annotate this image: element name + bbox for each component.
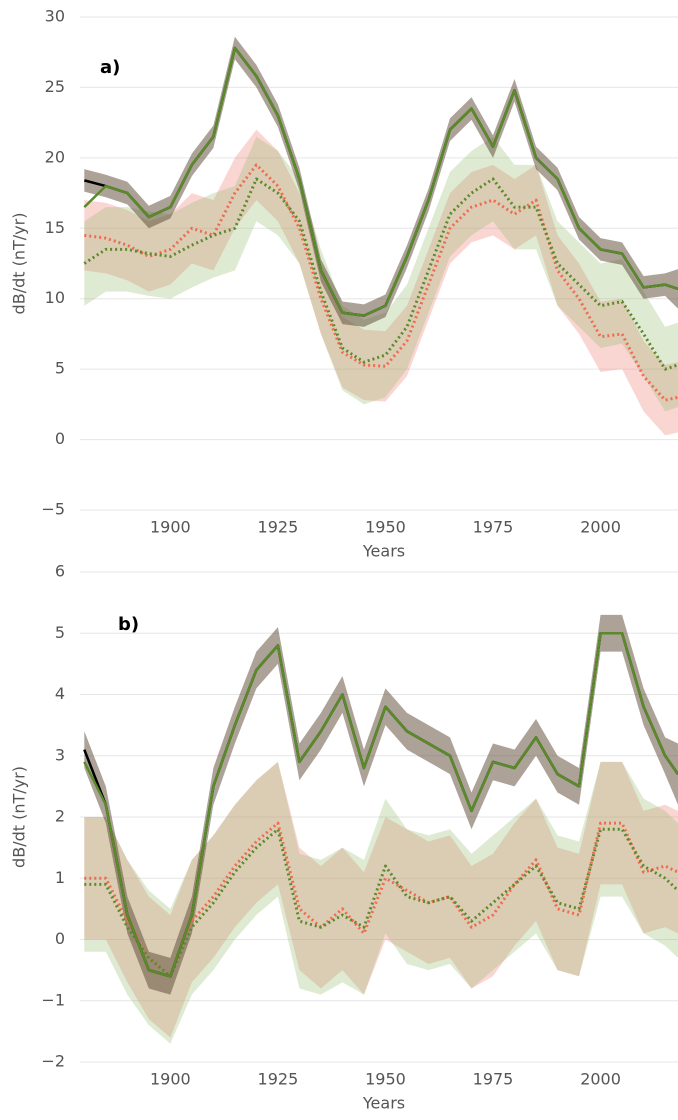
x-tick-label: 1900 <box>150 518 191 537</box>
x-tick-label: 1900 <box>150 1070 191 1089</box>
y-axis-label: dB/dt (nT/yr) <box>10 766 29 868</box>
y-tick-label: 6 <box>55 562 65 581</box>
y-tick-label: 30 <box>45 7 65 26</box>
y-tick-label: 4 <box>55 684 65 703</box>
y-tick-label: 0 <box>55 929 65 948</box>
y-tick-label: 10 <box>45 288 65 307</box>
uncertainty-band <box>84 761 678 1044</box>
y-tick-label: 20 <box>45 147 65 166</box>
y-tick-label: −1 <box>41 990 65 1009</box>
x-tick-label: 2000 <box>580 1070 621 1089</box>
x-axis-label: Years <box>362 1094 405 1113</box>
y-tick-label: 0 <box>55 429 65 448</box>
x-tick-label: 1925 <box>258 1070 299 1089</box>
y-tick-label: 1 <box>55 868 65 887</box>
x-tick-label: 1975 <box>473 518 514 537</box>
line <box>83 632 678 978</box>
x-tick-label: 1950 <box>365 518 406 537</box>
y-tick-label: 15 <box>45 218 65 237</box>
x-tick-label: 2000 <box>580 518 621 537</box>
y-tick-label: 3 <box>55 745 65 764</box>
x-axis-label: Years <box>362 542 405 561</box>
y-tick-label: −2 <box>41 1052 65 1071</box>
y-tick-label: 2 <box>55 807 65 826</box>
y-axis-label: dB/dt (nT/yr) <box>10 213 29 315</box>
y-tick-label: 5 <box>55 359 65 378</box>
y-tick-label: 25 <box>45 77 65 96</box>
panel-label: b) <box>118 614 139 635</box>
y-tick-label: −5 <box>41 500 65 519</box>
panel-label: a) <box>100 57 120 78</box>
line <box>84 827 678 978</box>
x-tick-label: 1975 <box>473 1070 514 1089</box>
uncertainty-band <box>84 761 678 1038</box>
x-tick-label: 1950 <box>365 1070 406 1089</box>
line <box>84 163 678 402</box>
x-tick-label: 1925 <box>258 518 299 537</box>
line <box>83 46 678 317</box>
uncertainty-band <box>84 136 678 412</box>
y-tick-label: 5 <box>55 623 65 642</box>
